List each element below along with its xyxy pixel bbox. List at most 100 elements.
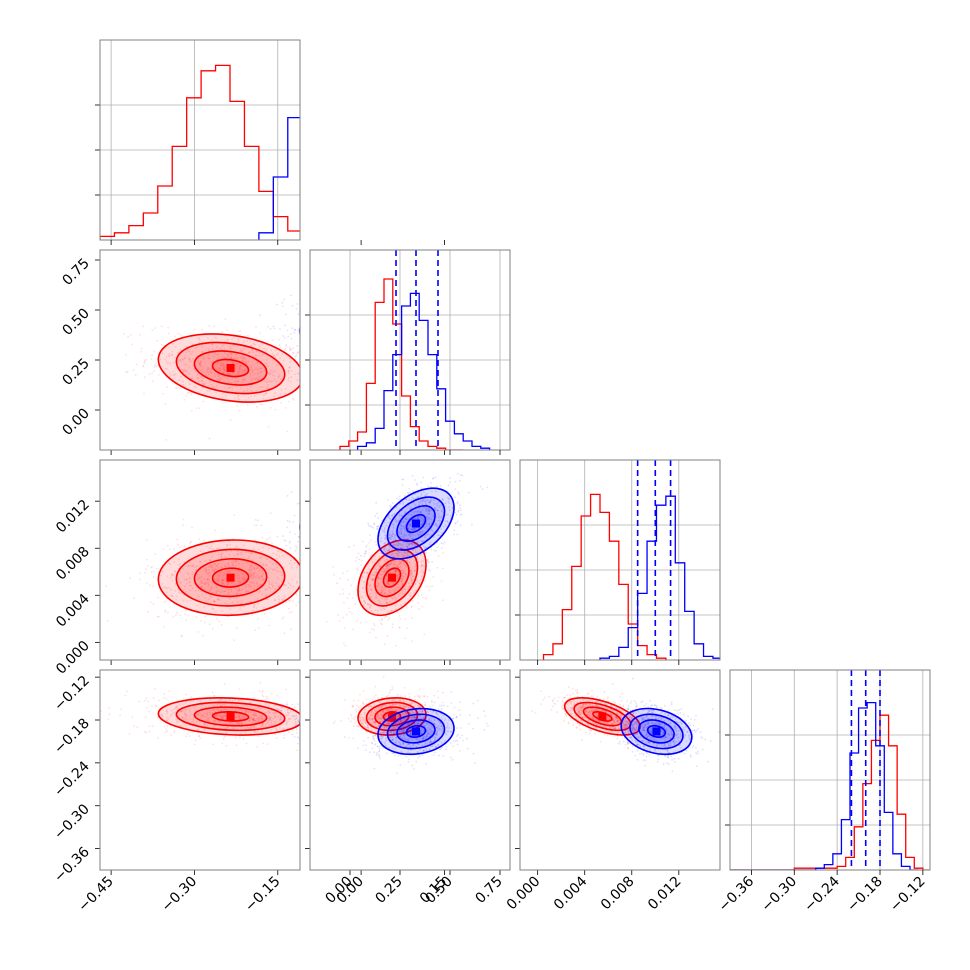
scatter-point: [280, 402, 282, 404]
scatter-point: [197, 377, 199, 380]
scatter-point: [437, 513, 440, 515]
scatter-point: [360, 383, 362, 385]
scatter-point: [386, 499, 389, 501]
scatter-point: [229, 543, 231, 546]
scatter-point: [276, 728, 278, 731]
scatter-point: [260, 556, 262, 559]
scatter-point: [314, 339, 316, 341]
scatter-point: [258, 372, 261, 374]
scatter-point: [201, 350, 204, 353]
scatter-point: [440, 509, 443, 512]
scatter-point: [346, 334, 348, 336]
scatter-point: [356, 556, 358, 559]
scatter-point: [367, 368, 369, 370]
scatter-point: [407, 527, 409, 530]
scatter-point: [318, 313, 320, 315]
scatter-point: [168, 690, 171, 692]
scatter-point: [224, 387, 226, 389]
scatter-point: [402, 478, 405, 481]
scatter-point: [429, 499, 432, 502]
scatter-point: [391, 548, 393, 551]
scatter-point: [296, 547, 299, 550]
scatter-point: [428, 589, 430, 592]
scatter-point: [321, 493, 323, 495]
scatter-point: [371, 490, 373, 492]
scatter-point: [420, 500, 423, 502]
scatter-point: [316, 530, 318, 532]
scatter-point: [336, 520, 338, 522]
scatter-point: [365, 326, 367, 328]
scatter-point: [357, 349, 359, 351]
scatter-point: [221, 716, 224, 719]
scatter-point: [336, 341, 338, 343]
scatter-point: [398, 531, 400, 533]
scatter-point: [405, 518, 408, 521]
scatter-point: [358, 524, 360, 526]
scatter-point: [274, 716, 276, 719]
scatter-point: [277, 376, 280, 378]
scatter-point: [256, 597, 259, 600]
scatter-point: [312, 573, 314, 575]
scatter-point: [169, 362, 172, 365]
scatter-point: [422, 491, 425, 494]
scatter-point: [361, 343, 363, 345]
scatter-point: [379, 565, 381, 568]
scatter-point: [411, 549, 414, 551]
scatter-point: [362, 537, 364, 539]
scatter-point: [248, 572, 251, 574]
scatter-point: [199, 338, 201, 341]
scatter-point: [428, 516, 431, 519]
scatter-point: [236, 728, 239, 730]
scatter-point: [368, 381, 370, 383]
scatter-point: [343, 538, 345, 540]
scatter-point: [173, 561, 176, 563]
scatter-point: [405, 330, 407, 332]
scatter-point: [214, 568, 217, 571]
scatter-point: [302, 711, 304, 713]
scatter-point: [358, 470, 360, 472]
scatter-point: [419, 589, 422, 592]
scatter-point: [223, 370, 225, 373]
scatter-point: [342, 337, 344, 339]
scatter-point: [153, 370, 156, 372]
scatter-point: [275, 380, 277, 383]
scatter-point: [286, 494, 289, 497]
scatter-point: [369, 534, 371, 536]
scatter-point: [279, 346, 281, 348]
scatter-point: [180, 375, 182, 378]
scatter-point: [331, 523, 333, 525]
scatter-point: [206, 711, 209, 713]
scatter-point: [422, 521, 425, 524]
scatter-point: [354, 512, 356, 514]
scatter-point: [354, 510, 356, 512]
scatter-point: [287, 582, 290, 585]
scatter-point: [412, 549, 414, 551]
scatter-point: [342, 505, 344, 507]
scatter-point: [356, 343, 358, 345]
scatter-point: [237, 569, 240, 572]
scatter-point: [380, 574, 383, 576]
y-tick-label: 0.012: [53, 497, 93, 537]
scatter-point: [138, 700, 141, 703]
scatter-point: [163, 586, 166, 589]
scatter-point: [428, 523, 430, 525]
scatter-point: [383, 542, 386, 545]
scatter-point: [186, 582, 188, 585]
scatter-point: [357, 492, 359, 494]
scatter-point: [183, 600, 185, 602]
scatter-point: [302, 390, 304, 392]
scatter-point: [370, 588, 373, 591]
scatter-point: [256, 350, 258, 353]
scatter-point: [296, 580, 299, 583]
scatter-point: [203, 728, 206, 731]
scatter-point: [392, 543, 395, 546]
scatter-point: [411, 579, 413, 581]
scatter-point: [396, 565, 398, 567]
scatter-point: [360, 364, 362, 366]
scatter-point: [373, 574, 376, 576]
scatter-point: [345, 614, 348, 616]
scatter-point: [459, 507, 461, 509]
scatter-point: [428, 512, 430, 515]
scatter-point: [388, 521, 390, 524]
scatter-point: [403, 575, 405, 578]
